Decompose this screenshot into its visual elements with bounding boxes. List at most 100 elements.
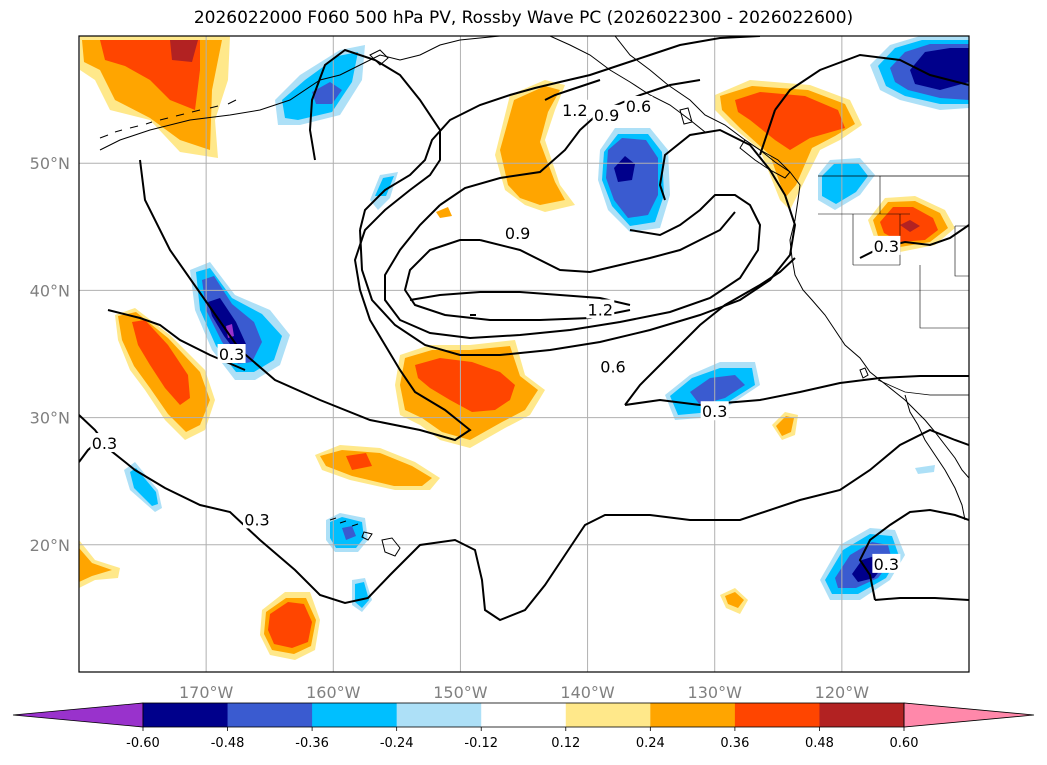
lat-tick-label: 20°N (30, 536, 70, 555)
colorbar-extend-min (12, 702, 144, 728)
contour-label-bg (592, 104, 621, 124)
coastline-cedros (859, 367, 869, 379)
colorbar-tick-label: 0.60 (890, 736, 919, 751)
lat-tick-label: 50°N (30, 154, 70, 173)
anomaly-cold (312, 82, 342, 104)
anomaly-warm (320, 450, 432, 486)
coastline-hawaii (329, 517, 401, 557)
contour-label-bg (90, 433, 119, 453)
contour-label: 0.3 (92, 434, 117, 453)
colorbar-tick-label: -0.48 (211, 736, 245, 751)
anomaly-cold (915, 465, 935, 474)
contour-labels: 1.2 0.9 0.6 0.9 1.2 0.6 0.3 0.3 0.3 0.3 0.3 0.3 (90, 95, 901, 574)
lat-tick-label: 40°N (30, 281, 70, 300)
colorbar-tick-label: 0.24 (636, 736, 665, 751)
anomaly-warm (415, 358, 515, 412)
anomaly-warm (436, 207, 452, 218)
lon-tick-label: 160°W (306, 683, 361, 702)
coastline-north-america (614, 36, 969, 479)
contour-1.2 (544, 79, 601, 101)
anomaly-cold (614, 156, 635, 182)
anomaly-cold (282, 52, 358, 120)
anomaly-cold (342, 526, 356, 540)
border-us-mexico (877, 379, 969, 396)
map-frame (78, 35, 970, 673)
contour-0.3 (139, 48, 472, 442)
lat-tick-label: 30°N (30, 409, 70, 428)
colorbar-tick-label: -0.24 (380, 736, 414, 751)
contour-label-bg (243, 509, 271, 529)
chart-title: 2026022000 F060 500 hPa PV, Rossby Wave … (193, 8, 854, 28)
anomaly-warm (132, 320, 190, 405)
colorbar: -0.60 -0.48 -0.36 -0.24 -0.12 0.12 0.24 0.36 0.4… (12, 702, 1035, 751)
contour-0.3 (774, 53, 969, 111)
contour-label-bg (586, 299, 615, 319)
contour-0.3 (624, 375, 969, 407)
colorbar-tick-label: 0.48 (805, 736, 834, 751)
coastline-alaska (99, 36, 501, 151)
anomaly-cold (355, 582, 369, 608)
contour-label-bg (872, 553, 901, 573)
contour-label: 0.3 (702, 402, 727, 421)
contour-0.3 (874, 597, 969, 601)
lon-tick-label: 150°W (433, 683, 488, 702)
coastline-aleutians (99, 99, 237, 139)
lon-tick-label: 170°W (179, 683, 234, 702)
anomaly-warm (776, 416, 794, 436)
contour-0.6 (759, 109, 776, 156)
contour-1.2 (403, 239, 631, 321)
anomaly-warm (346, 453, 372, 470)
contour-label-bg (599, 356, 627, 376)
contour-0.3 (858, 508, 969, 601)
colorbar-tick-label: -0.12 (464, 736, 498, 751)
contour-label: 0.3 (874, 555, 899, 574)
anomaly-warm (735, 92, 845, 150)
contour-0.3 (107, 309, 246, 371)
anomaly-cold (208, 298, 246, 352)
coastline-alaska-panhandle (549, 36, 706, 133)
contour-label-bg (560, 99, 589, 119)
lon-tick-label: 140°W (560, 683, 615, 702)
axis-ticks: 50°N 40°N 30°N 20°N 170°W 160°W 150°W 140°W 130°… (30, 154, 870, 702)
anomaly-warm (170, 40, 198, 62)
contour-0.9 (439, 79, 701, 206)
contour-0.3 (79, 414, 969, 622)
contour-1.2 (409, 291, 631, 306)
colorbar-tick-label: 0.12 (551, 736, 580, 751)
contour-0.6 (359, 36, 761, 231)
anomaly-warm (268, 602, 312, 648)
contour-0.6 (359, 128, 797, 356)
colorbar-segment (819, 703, 905, 727)
anomaly-warm (79, 548, 112, 582)
contour-1.2 (479, 211, 736, 274)
coastlines (99, 36, 969, 557)
colorbar-extend-max (903, 702, 1035, 728)
anomaly-cold (822, 163, 868, 204)
anomaly-cold (375, 176, 394, 196)
contour-label: 0.3 (219, 345, 244, 364)
colorbar-frame (142, 702, 905, 728)
contour-label-bg (217, 344, 246, 363)
anomaly-warm (900, 220, 920, 232)
contour-label: 0.3 (874, 237, 899, 256)
colorbar-segment (650, 703, 736, 727)
colorbar-segment (565, 703, 651, 727)
colorbar-segment (143, 703, 229, 727)
contour-label-bg (503, 223, 532, 243)
contour-label: 0.6 (600, 358, 625, 377)
colorbar-segment (481, 703, 567, 727)
colorbar-tick-label: -0.36 (295, 736, 329, 751)
colorbar-segment (312, 703, 398, 727)
colorbar-segment (227, 703, 313, 727)
pv-anomaly-fill (79, 36, 969, 660)
anomaly-cold (130, 468, 158, 506)
contour-label: 1.2 (562, 101, 587, 120)
contour-label: 1.2 (588, 300, 613, 319)
coastline-baja (904, 394, 966, 521)
contour-label-bg (700, 401, 729, 421)
coastline-vancouver-island (739, 139, 791, 179)
contour-label-bg (872, 235, 901, 255)
colorbar-segment (734, 703, 820, 727)
lon-tick-label: 120°W (815, 683, 870, 702)
